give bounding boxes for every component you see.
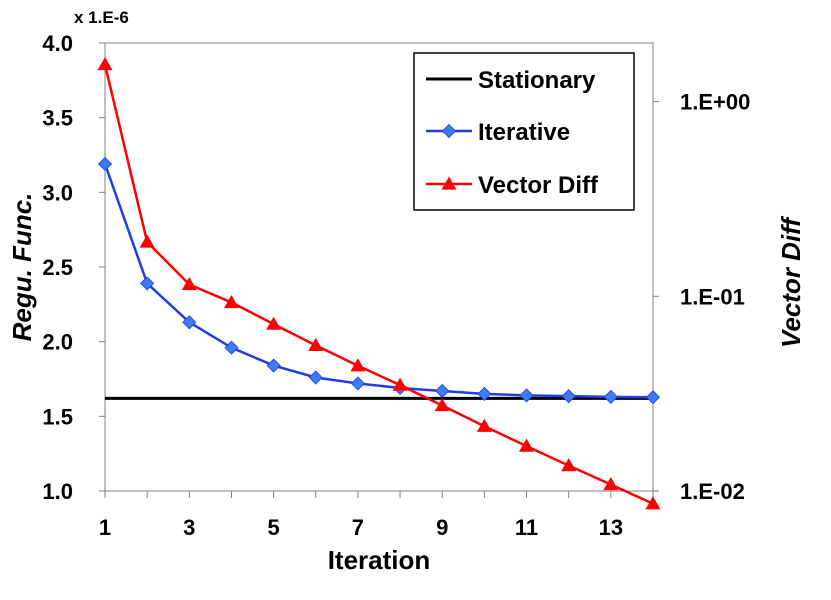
data-point-iterative [350, 376, 365, 391]
y2-tick-group: 1.E-02 1.E-01 1.E+00 [653, 90, 750, 504]
data-point-iterative [435, 383, 450, 399]
x-tick-label: 13 [599, 515, 623, 540]
data-point-vector-diff [97, 57, 113, 71]
data-point-iterative [224, 340, 239, 355]
data-point-vector-diff [519, 438, 535, 452]
data-point-iterative [603, 389, 618, 404]
legend-marker-iterative [441, 123, 457, 139]
x-tick-label: 1 [99, 515, 111, 540]
x-tick-label: 11 [515, 515, 538, 540]
data-point-vector-diff [645, 496, 661, 510]
y-axis-label: Regu. Func. [7, 193, 37, 342]
series-line-iterative [103, 163, 654, 399]
data-point-iterative [645, 390, 661, 405]
y-tick-group: 1.0 1.5 2.0 2.5 3.0 3.5 4.0 [42, 31, 105, 504]
legend-label-stationary: Stationary [478, 67, 596, 94]
y-tick-label: 2.5 [42, 255, 73, 280]
legend-label-vector-diff: Vector Diff [478, 172, 599, 199]
data-point-vector-diff [476, 418, 492, 432]
data-point-vector-diff [139, 234, 155, 248]
x-tick-group: 1 3 5 7 9 11 13 [99, 491, 654, 540]
data-point-vector-diff [181, 276, 197, 291]
data-point-vector-diff [603, 476, 619, 491]
data-point-vector-diff [350, 358, 366, 372]
series-layer [97, 57, 661, 510]
y-tick-label: 1.5 [42, 404, 73, 429]
x-tick-label: 3 [183, 515, 195, 540]
data-point-vector-diff [308, 337, 324, 351]
data-point-iterative [308, 370, 323, 385]
legend-label-iterative: Iterative [478, 119, 570, 146]
data-point-iterative [561, 389, 576, 404]
data-point-vector-diff [223, 294, 239, 309]
legend: Stationary Iterative Vector Diff [413, 52, 635, 211]
legend-marker-vector-diff [441, 176, 457, 190]
series-line-vector-diff [103, 64, 654, 505]
y-tick-label: 3.0 [42, 180, 73, 205]
y-tick-label: 4.0 [42, 31, 73, 56]
y2-tick-label: 1.E-01 [680, 284, 745, 309]
data-point-iterative [97, 156, 113, 172]
y2-tick-label: 1.E-02 [680, 479, 745, 504]
y-tick-label: 1.0 [42, 479, 73, 504]
x-tick-label: 7 [352, 515, 364, 540]
x-axis-label: Iteration [328, 545, 431, 575]
y-tick-label: 2.0 [42, 330, 73, 355]
x-tick-label: 9 [436, 515, 448, 540]
y-tick-label: 3.5 [42, 106, 73, 131]
data-point-vector-diff [434, 397, 450, 412]
data-point-vector-diff [561, 458, 577, 472]
data-point-vector-diff [266, 316, 282, 330]
data-point-iterative [266, 358, 281, 373]
y2-axis-label: Vector Diff [776, 216, 806, 348]
data-point-iterative [519, 388, 534, 403]
y2-tick-label: 1.E+00 [680, 90, 750, 115]
data-point-vector-diff [392, 377, 408, 391]
y-multiplier-label: x 1.E-6 [74, 8, 129, 27]
data-point-iterative [140, 276, 155, 291]
x-tick-label: 5 [267, 515, 279, 540]
data-point-iterative [477, 386, 492, 401]
data-point-iterative [182, 315, 197, 330]
